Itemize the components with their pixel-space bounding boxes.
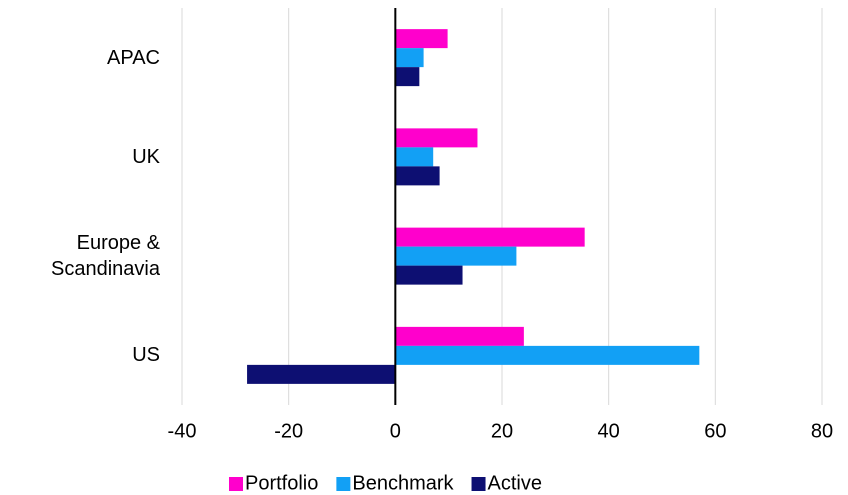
- legend-swatch: [471, 477, 486, 491]
- bar: [395, 345, 700, 365]
- legend-swatch: [229, 477, 243, 491]
- y-tick-label: Europe & Scandinavia: [51, 232, 160, 281]
- bar: [395, 265, 463, 285]
- bar: [395, 67, 420, 87]
- x-tick-label: 60: [704, 420, 726, 442]
- x-tick-label: 20: [491, 420, 513, 442]
- y-tick-label: APAC: [107, 46, 160, 69]
- bar: [395, 166, 440, 186]
- legend-label: Benchmark: [352, 472, 454, 494]
- bar: [395, 128, 478, 148]
- legend-label: Active: [488, 472, 542, 494]
- y-tick-label: US: [132, 344, 160, 367]
- x-tick-label: 0: [390, 420, 401, 442]
- x-tick-label: 40: [598, 420, 620, 442]
- bar: [395, 246, 517, 266]
- y-tick-label: UK: [132, 145, 160, 168]
- bar: [395, 326, 524, 346]
- legend-label: Portfolio: [245, 472, 318, 494]
- bar: [395, 48, 424, 68]
- x-tick-label: -20: [274, 420, 303, 442]
- bar: [395, 29, 448, 49]
- bar: [395, 147, 434, 167]
- x-tick-label: 80: [811, 420, 833, 442]
- bar: [247, 364, 396, 384]
- x-tick-label: -40: [168, 420, 197, 442]
- bar: [395, 227, 585, 247]
- legend-swatch: [336, 477, 351, 491]
